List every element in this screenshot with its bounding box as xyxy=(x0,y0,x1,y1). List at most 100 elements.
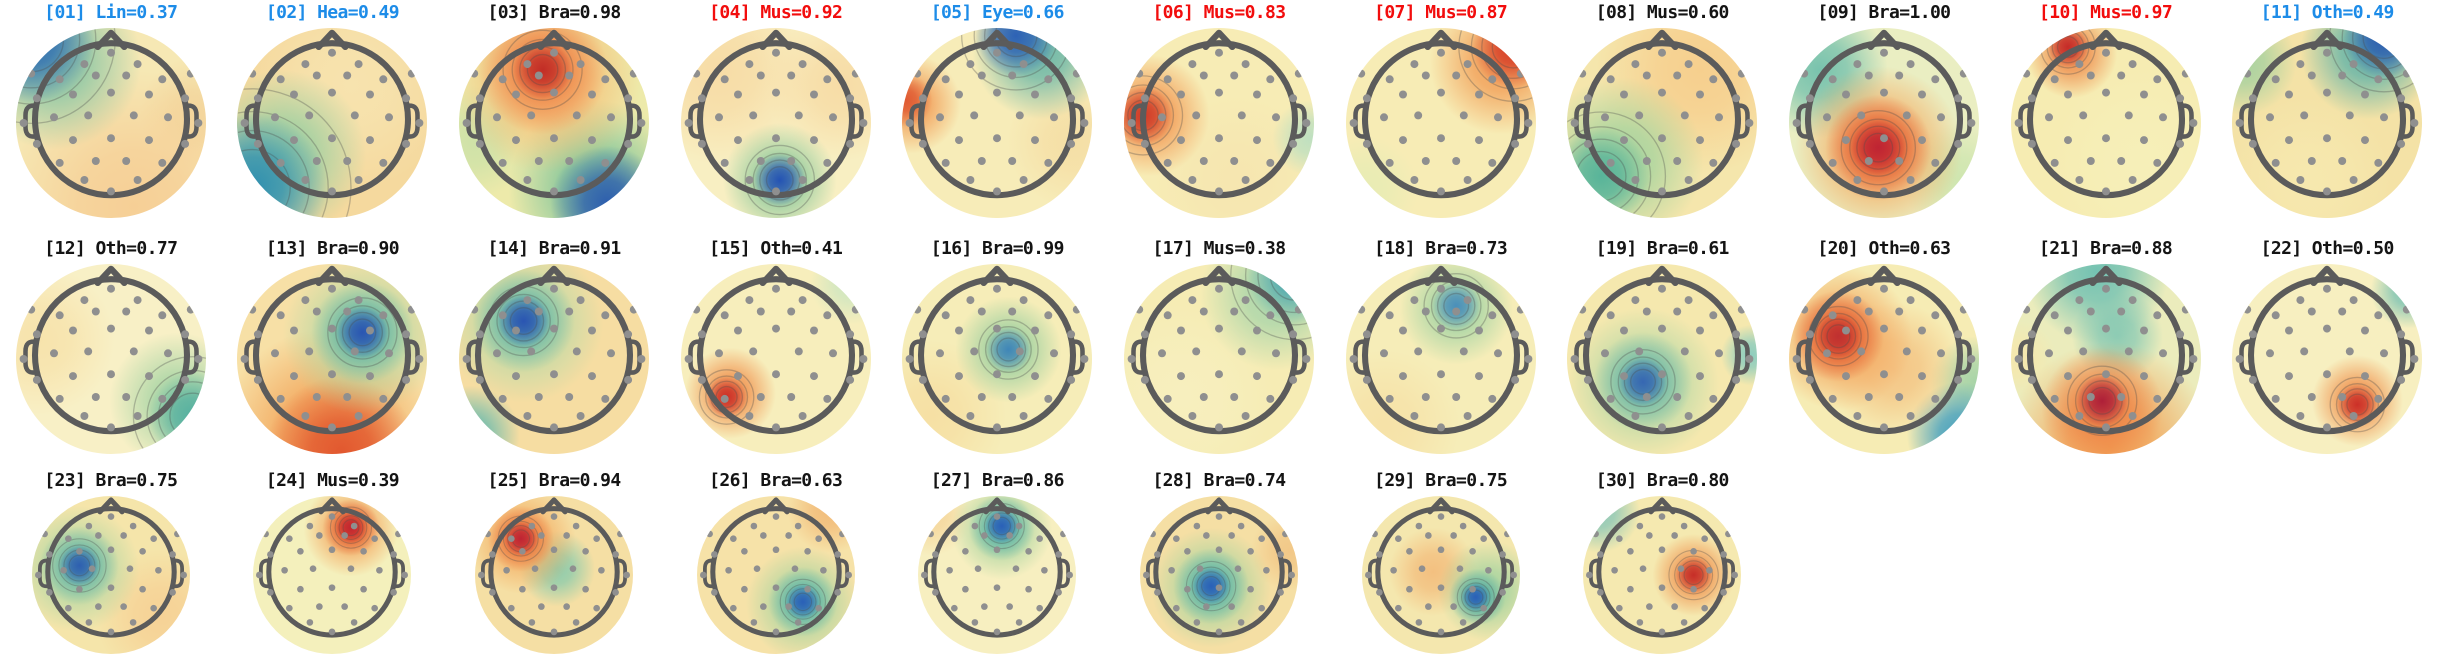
component-cell: [03] Bra=0.98 xyxy=(443,0,665,236)
component-topomap[interactable] xyxy=(902,28,1093,218)
component-cell: [16] Bra=0.99 xyxy=(887,236,1109,468)
component-topomap[interactable] xyxy=(459,264,650,454)
head-outline-overlay xyxy=(253,496,411,654)
head-outline-overlay xyxy=(681,28,871,218)
head-outline-overlay xyxy=(1346,264,1536,454)
component-title: [18] Bra=0.73 xyxy=(1374,238,1508,259)
component-topomap[interactable] xyxy=(459,28,650,218)
component-cell: [30] Bra=0.80 xyxy=(1551,468,1773,667)
component-topomap[interactable] xyxy=(680,28,871,218)
component-title: [23] Bra=0.75 xyxy=(44,470,178,491)
component-cell: [21] Bra=0.88 xyxy=(1995,236,2217,468)
component-topomap[interactable] xyxy=(1788,264,1979,454)
component-topomap[interactable] xyxy=(253,496,412,654)
head-outline-overlay xyxy=(1567,264,1757,454)
component-title: [16] Bra=0.99 xyxy=(930,238,1065,259)
component-topomap[interactable] xyxy=(1788,28,1979,218)
component-cell: [02] Hea=0.49 xyxy=(222,0,444,236)
component-topomap[interactable] xyxy=(1567,28,1758,218)
component-title: [01] Lin=0.37 xyxy=(44,2,178,23)
head-outline-overlay xyxy=(1583,496,1741,654)
component-cell: [20] Oth=0.63 xyxy=(1773,236,1995,468)
head-outline-overlay xyxy=(1789,264,1979,454)
component-title: [21] Bra=0.88 xyxy=(2038,238,2173,259)
head-outline-overlay xyxy=(902,264,1092,454)
component-topomap[interactable] xyxy=(1567,264,1758,454)
component-cell: [10] Mus=0.97 xyxy=(1995,0,2217,236)
component-topomap[interactable] xyxy=(1123,264,1314,454)
head-outline-overlay xyxy=(2011,28,2201,218)
component-cell: [08] Mus=0.60 xyxy=(1551,0,1773,236)
component-topomap[interactable] xyxy=(1123,28,1314,218)
component-title: [11] Oth=0.49 xyxy=(2260,2,2395,23)
component-topomap[interactable] xyxy=(696,496,855,654)
topomap-row: [01] Lin=0.37 [02] Hea=0.49 [03] Bra=0.98 [… xyxy=(0,0,2438,236)
component-topomap[interactable] xyxy=(15,28,206,218)
component-cell: [07] Mus=0.87 xyxy=(1330,0,1552,236)
head-outline-overlay xyxy=(2232,264,2422,454)
component-topomap[interactable] xyxy=(918,496,1077,654)
component-title: [04] Mus=0.92 xyxy=(709,2,843,23)
component-topomap[interactable] xyxy=(15,264,206,454)
component-cell: [15] Oth=0.41 xyxy=(665,236,887,468)
component-topomap[interactable] xyxy=(1361,496,1520,654)
component-cell: [13] Bra=0.90 xyxy=(222,236,444,468)
component-title: [07] Mus=0.87 xyxy=(1374,2,1508,23)
component-cell: [23] Bra=0.75 xyxy=(0,468,222,667)
component-topomap[interactable] xyxy=(1583,496,1742,654)
component-topomap[interactable] xyxy=(475,496,634,654)
empty-cell xyxy=(1995,468,2217,667)
head-outline-overlay xyxy=(1140,496,1298,654)
head-outline-overlay xyxy=(459,28,649,218)
component-cell: [05] Eye=0.66 xyxy=(887,0,1109,236)
component-cell: [01] Lin=0.37 xyxy=(0,0,222,236)
head-outline-overlay xyxy=(1789,28,1979,218)
component-topomap[interactable] xyxy=(2232,28,2423,218)
component-cell: [14] Bra=0.91 xyxy=(443,236,665,468)
component-cell: [25] Bra=0.94 xyxy=(443,468,665,667)
head-outline-overlay xyxy=(459,264,649,454)
head-outline-overlay xyxy=(2011,264,2201,454)
component-cell: [24] Mus=0.39 xyxy=(222,468,444,667)
head-outline-overlay xyxy=(1346,28,1536,218)
component-cell: [22] Oth=0.50 xyxy=(2216,236,2438,468)
component-cell: [09] Bra=1.00 xyxy=(1773,0,1995,236)
component-title: [19] Bra=0.61 xyxy=(1595,238,1730,259)
topomap-row: [12] Oth=0.77 [13] Bra=0.90 [14] Bra=0.91 [… xyxy=(0,236,2438,468)
head-outline-overlay xyxy=(237,264,427,454)
head-outline-overlay xyxy=(16,264,206,454)
component-title: [09] Bra=1.00 xyxy=(1817,2,1951,23)
component-topomap[interactable] xyxy=(902,264,1093,454)
component-cell: [12] Oth=0.77 xyxy=(0,236,222,468)
head-outline-overlay xyxy=(1362,496,1520,654)
head-outline-overlay xyxy=(32,496,190,654)
component-title: [27] Bra=0.86 xyxy=(930,470,1065,491)
component-topomap[interactable] xyxy=(680,264,871,454)
head-outline-overlay xyxy=(681,264,871,454)
empty-cell xyxy=(2216,468,2438,667)
component-topomap[interactable] xyxy=(2232,264,2423,454)
component-topomap[interactable] xyxy=(1345,28,1536,218)
component-topomap[interactable] xyxy=(237,28,428,218)
empty-cell xyxy=(1773,468,1995,667)
component-cell: [29] Bra=0.75 xyxy=(1330,468,1552,667)
topomap-row: [23] Bra=0.75 [24] Mus=0.39 [25] Bra=0.94 [… xyxy=(0,468,2438,667)
head-outline-overlay xyxy=(1567,28,1757,218)
component-cell: [18] Bra=0.73 xyxy=(1330,236,1552,468)
component-topomap[interactable] xyxy=(1139,496,1298,654)
component-title: [12] Oth=0.77 xyxy=(44,238,178,259)
component-title: [20] Oth=0.63 xyxy=(1817,238,1951,259)
head-outline-overlay xyxy=(2232,28,2422,218)
component-title: [25] Bra=0.94 xyxy=(487,470,622,491)
component-cell: [27] Bra=0.86 xyxy=(887,468,1109,667)
component-cell: [11] Oth=0.49 xyxy=(2216,0,2438,236)
component-topomap[interactable] xyxy=(1345,264,1536,454)
component-topomap[interactable] xyxy=(2010,264,2201,454)
component-topomap[interactable] xyxy=(237,264,428,454)
component-title: [17] Mus=0.38 xyxy=(1152,238,1286,259)
component-title: [28] Bra=0.74 xyxy=(1152,470,1286,491)
head-outline-overlay xyxy=(16,28,206,218)
component-topomap[interactable] xyxy=(31,496,190,654)
component-topomap[interactable] xyxy=(2010,28,2201,218)
